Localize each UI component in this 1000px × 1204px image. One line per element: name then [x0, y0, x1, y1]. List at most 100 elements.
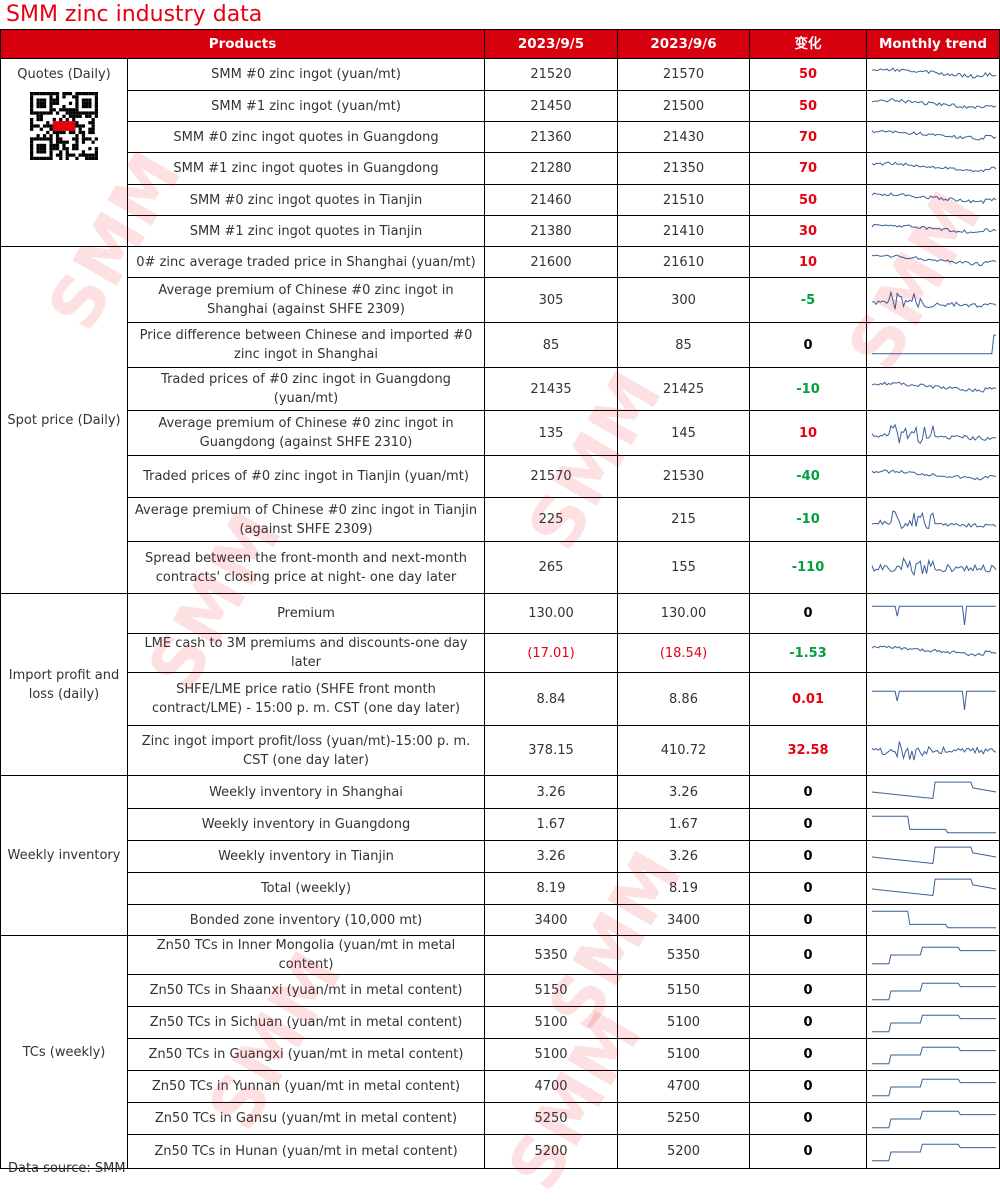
change-value: 0 [749, 974, 867, 1007]
product-name: Zn50 TCs in Yunnan (yuan/mt in metal con… [127, 1070, 485, 1103]
header-products: Products [0, 29, 485, 59]
monthly-trend-cell [866, 367, 1000, 411]
category-cell: Quotes (Daily) [0, 58, 128, 247]
value-date2: 5200 [617, 1134, 750, 1169]
monthly-trend-cell [866, 775, 1000, 809]
sparkline-path [872, 1110, 996, 1128]
sparkline-path [872, 946, 996, 965]
table-row: Import profit and loss (daily) Premium 130… [0, 593, 1000, 776]
value-date1: 1.67 [484, 808, 618, 841]
value-date1: 21435 [484, 367, 618, 411]
product-name: SMM #0 zinc ingot quotes in Guangdong [127, 121, 485, 153]
sparkline-path [871, 645, 997, 657]
value-date1: 265 [484, 541, 618, 594]
change-value: 0 [749, 840, 867, 873]
sparkline-path [872, 1143, 996, 1161]
value-date1: (17.01) [484, 633, 618, 673]
monthly-trend-cell [866, 215, 1000, 247]
category-cell: Weekly inventory [0, 775, 128, 936]
sparkline-path [871, 254, 997, 267]
change-value: 0 [749, 1038, 867, 1071]
value-date1: 21280 [484, 152, 618, 185]
sparkline-chart [872, 290, 997, 310]
header-change: 变化 [749, 29, 867, 59]
table-row: Total (weekly) 8.19 8.19 0 [1, 872, 1000, 905]
sparkline-path [872, 290, 997, 310]
header-trend: Monthly trend [866, 29, 1000, 59]
table-row: SHFE/LME price ratio (SHFE front month c… [1, 672, 1000, 726]
change-value: 0 [749, 904, 867, 936]
value-date2: 5250 [617, 1102, 750, 1135]
monthly-trend-cell [866, 1070, 1000, 1103]
monthly-trend-cell [866, 410, 1000, 456]
category-cell: TCs (weekly) [0, 935, 128, 1169]
table-row: SMM #1 zinc ingot quotes in Guangdong 212… [1, 152, 1000, 185]
value-date2: 155 [617, 541, 750, 594]
sparkline-path [872, 605, 996, 625]
sparkline-path [872, 334, 996, 355]
change-value: 70 [749, 152, 867, 185]
value-date2: 3400 [617, 904, 750, 936]
table-row: Average premium of Chinese #0 zinc ingot… [1, 277, 1000, 323]
change-value: 0 [749, 1134, 867, 1169]
product-name: SMM #0 zinc ingot quotes in Tianjin [127, 184, 485, 216]
monthly-trend-cell [866, 808, 1000, 841]
change-value: 10 [749, 246, 867, 278]
sparkline-chart [871, 192, 997, 205]
sparkline-chart [871, 878, 997, 896]
value-date1: 3400 [484, 904, 618, 936]
sparkline-chart [871, 381, 997, 393]
sparkline-chart [871, 160, 997, 172]
value-date1: 225 [484, 497, 618, 542]
sparkline-chart [871, 556, 997, 576]
change-value: 0 [749, 1102, 867, 1135]
change-value: 0 [749, 935, 867, 975]
sparkline-chart [872, 982, 996, 1000]
sparkline-chart [871, 98, 997, 110]
monthly-trend-cell [866, 322, 1000, 368]
product-name: Weekly inventory in Guangdong [127, 808, 485, 841]
monthly-trend-cell [866, 1134, 1000, 1169]
value-date2: 8.19 [617, 872, 750, 905]
qr-code-icon [30, 92, 98, 160]
value-date2: 5350 [617, 935, 750, 975]
page-title: SMM zinc industry data [6, 2, 263, 27]
change-value: 32.58 [749, 725, 867, 776]
change-value: 0 [749, 872, 867, 905]
change-value: -40 [749, 455, 867, 498]
product-name: LME cash to 3M premiums and discounts-on… [127, 633, 485, 673]
sparkline-chart [871, 254, 997, 267]
sparkline-path [872, 982, 996, 1000]
table-row: Zinc ingot import profit/loss (yuan/mt)-… [1, 725, 1000, 776]
sparkline-path [871, 781, 997, 800]
table-row: Average premium of Chinese #0 zinc ingot… [1, 497, 1000, 542]
sparkline-path [871, 509, 997, 529]
change-value: 50 [749, 90, 867, 122]
table-row: Traded prices of #0 zinc ingot in Tianji… [1, 455, 1000, 498]
data-source: Data source: SMM [8, 1161, 126, 1176]
product-name: Weekly inventory in Tianjin [127, 840, 485, 873]
change-value: -5 [749, 277, 867, 323]
value-date2: 3.26 [617, 775, 750, 809]
value-date2: 21610 [617, 246, 750, 278]
table-row: Quotes (Daily) SMM #0 zinc ingot (yuan/mt… [0, 58, 1000, 247]
product-name: Traded prices of #0 zinc ingot in Tianji… [127, 455, 485, 498]
value-date1: 21520 [484, 58, 618, 91]
table-row: SMM #1 zinc ingot quotes in Tianjin 21380… [1, 215, 1000, 247]
category-label: TCs (weekly) [22, 1044, 106, 1060]
table-row: TCs (weekly) Zn50 TCs in Inner Mongolia (… [0, 935, 1000, 1169]
value-date2: 21510 [617, 184, 750, 216]
sparkline-chart [872, 1078, 996, 1096]
value-date2: 300 [617, 277, 750, 323]
value-date1: 5150 [484, 974, 618, 1007]
value-date1: 21600 [484, 246, 618, 278]
sparkline-chart [871, 66, 997, 78]
value-date1: 305 [484, 277, 618, 323]
sparkline-chart [872, 1046, 996, 1064]
value-date2: 5100 [617, 1038, 750, 1071]
sparkline-chart [871, 740, 997, 760]
table-row: SMM #0 zinc ingot quotes in Tianjin 21460… [1, 184, 1000, 216]
sparkline-path [871, 381, 997, 393]
monthly-trend-cell [866, 725, 1000, 776]
product-name: SMM #0 zinc ingot (yuan/mt) [127, 58, 485, 91]
